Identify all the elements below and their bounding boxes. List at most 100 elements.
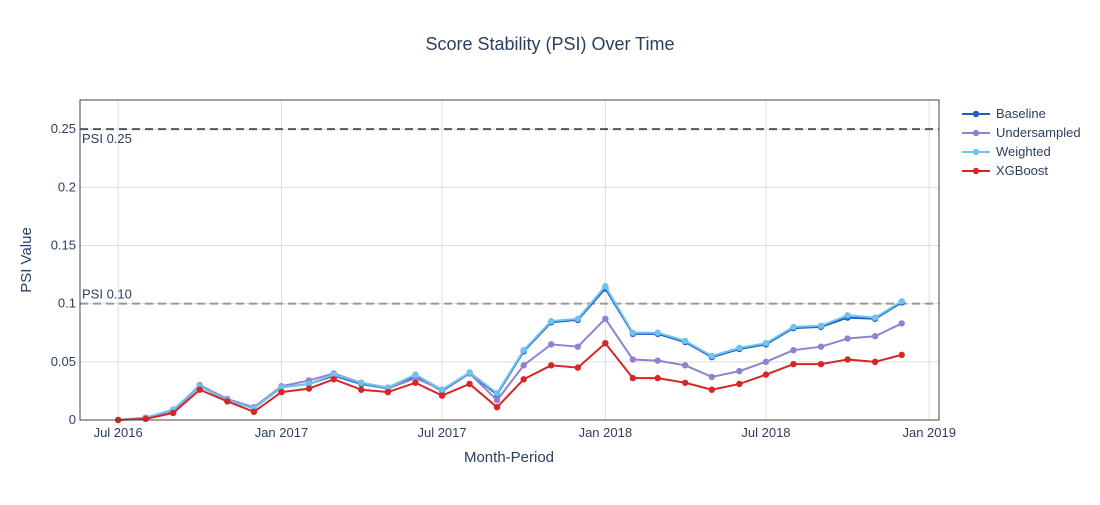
legend: Baseline Undersampled Weighted XGBoost bbox=[962, 106, 1081, 178]
y-axis-ticks: 0 0.05 0.1 0.15 0.2 0.25 bbox=[51, 121, 76, 427]
legend-swatch-marker bbox=[972, 148, 980, 156]
data-point bbox=[790, 360, 797, 368]
data-point bbox=[898, 298, 905, 305]
data-point bbox=[466, 380, 473, 388]
data-point bbox=[250, 408, 258, 416]
series-line bbox=[118, 342, 902, 421]
data-point bbox=[817, 322, 825, 329]
data-point bbox=[898, 320, 905, 327]
data-point bbox=[574, 364, 582, 371]
series-weighted bbox=[114, 282, 905, 424]
data-point bbox=[493, 390, 501, 397]
data-point bbox=[602, 340, 609, 347]
data-point bbox=[682, 337, 689, 345]
y-tick-label: 0 bbox=[69, 412, 76, 427]
data-point bbox=[466, 369, 473, 376]
legend-item[interactable]: XGBoost bbox=[962, 163, 1048, 178]
data-point bbox=[629, 329, 637, 336]
reference-lines: PSI 0.25 PSI 0.10 bbox=[80, 128, 939, 305]
data-point bbox=[278, 388, 285, 396]
data-point bbox=[384, 388, 392, 396]
data-point bbox=[438, 392, 446, 399]
data-point bbox=[736, 380, 743, 388]
x-tick-label: Jan 2017 bbox=[255, 425, 309, 440]
data-point bbox=[629, 356, 637, 363]
legend-swatch-marker bbox=[972, 167, 980, 175]
x-axis-ticks: Jul 2016 Jan 2017 Jul 2017 Jan 2018 Jul 2018… bbox=[94, 425, 956, 440]
data-point bbox=[196, 386, 203, 393]
data-point bbox=[384, 384, 392, 391]
data-point bbox=[278, 384, 285, 391]
data-point bbox=[682, 362, 689, 369]
data-point bbox=[438, 386, 446, 393]
data-point bbox=[574, 343, 582, 350]
plot-frame bbox=[79, 99, 940, 421]
data-point bbox=[548, 317, 555, 325]
data-point bbox=[654, 374, 661, 382]
reference-line-label: PSI 0.25 bbox=[82, 131, 132, 146]
data-point bbox=[602, 315, 609, 322]
legend-item[interactable]: Baseline bbox=[962, 106, 1046, 121]
data-point bbox=[654, 329, 661, 336]
legend-swatch-marker bbox=[972, 129, 980, 137]
legend-label: Baseline bbox=[996, 106, 1046, 121]
data-point bbox=[790, 346, 797, 354]
x-axis-label: Month-Period bbox=[464, 449, 554, 466]
x-tick-label: Jan 2019 bbox=[902, 425, 956, 440]
data-point bbox=[817, 343, 825, 350]
data-point bbox=[708, 373, 716, 381]
data-point bbox=[224, 398, 231, 405]
data-point bbox=[682, 379, 689, 386]
data-point bbox=[762, 371, 770, 378]
y-tick-label: 0.15 bbox=[51, 237, 76, 252]
data-point bbox=[629, 374, 637, 382]
series-line bbox=[118, 285, 903, 421]
data-point bbox=[871, 314, 879, 321]
data-point bbox=[520, 362, 527, 369]
data-point bbox=[305, 385, 313, 392]
data-point bbox=[520, 376, 527, 383]
data-point bbox=[898, 351, 905, 359]
data-point bbox=[871, 358, 879, 366]
data-point bbox=[548, 362, 555, 369]
data-point bbox=[762, 340, 770, 347]
data-point bbox=[548, 341, 555, 348]
y-axis-label: PSI Value bbox=[18, 227, 35, 293]
y-tick-label: 0.05 bbox=[51, 354, 76, 369]
data-point bbox=[412, 379, 419, 386]
data-point bbox=[602, 282, 609, 290]
x-tick-label: Jul 2018 bbox=[741, 425, 790, 440]
data-point bbox=[654, 357, 661, 364]
data-point bbox=[790, 323, 797, 331]
y-tick-label: 0.25 bbox=[51, 121, 76, 136]
data-point bbox=[330, 371, 337, 378]
data-point bbox=[574, 315, 582, 322]
y-tick-label: 0.2 bbox=[58, 179, 76, 194]
data-point bbox=[169, 409, 177, 417]
data-point bbox=[871, 333, 879, 340]
reference-line-label: PSI 0.10 bbox=[82, 287, 132, 302]
data-point bbox=[844, 312, 851, 319]
data-point bbox=[817, 360, 825, 368]
legend-item[interactable]: Weighted bbox=[962, 144, 1051, 159]
legend-swatch-marker bbox=[972, 110, 980, 118]
x-tick-label: Jul 2016 bbox=[94, 425, 143, 440]
data-point bbox=[708, 352, 716, 360]
legend-label: Weighted bbox=[996, 144, 1051, 159]
chart-title: Score Stability (PSI) Over Time bbox=[425, 34, 674, 54]
data-point bbox=[844, 356, 851, 363]
data-point bbox=[736, 344, 743, 352]
data-point bbox=[493, 404, 501, 411]
data-point bbox=[493, 397, 501, 404]
legend-item[interactable]: Undersampled bbox=[962, 125, 1081, 140]
data-point bbox=[708, 386, 716, 393]
data-point bbox=[520, 346, 527, 354]
data-point bbox=[358, 379, 365, 386]
data-point bbox=[305, 380, 313, 388]
data-point bbox=[142, 415, 149, 423]
data-point bbox=[330, 376, 337, 383]
data-point bbox=[412, 371, 419, 378]
